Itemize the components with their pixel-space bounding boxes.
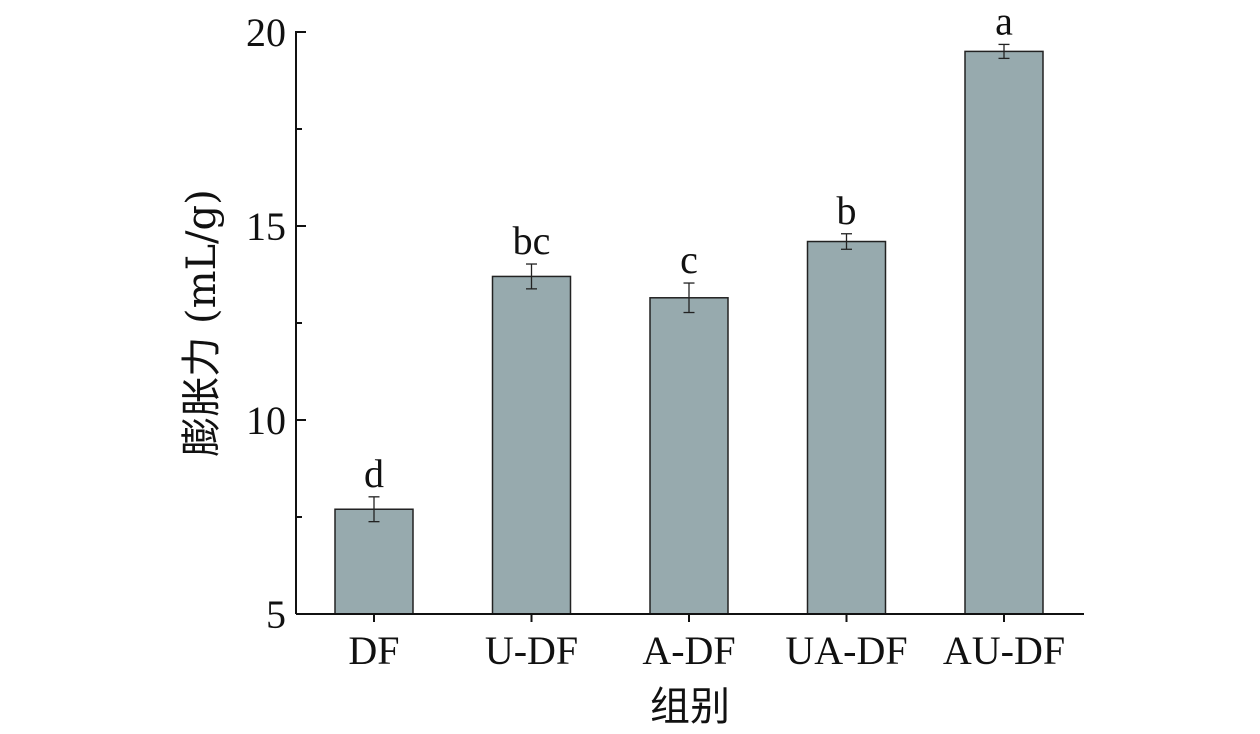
x-tick-label-a-df: A-DF	[642, 628, 735, 673]
error-bar-a-df	[683, 282, 695, 314]
error-bars-layer	[368, 43, 1010, 523]
y-axis-title: 膨胀力 (mL/g)	[179, 189, 225, 457]
bar-u-df	[491, 275, 572, 615]
significance-label-ua-df: b	[837, 188, 857, 233]
axes-layer	[295, 31, 1084, 622]
x-tick-label-df: DF	[348, 628, 399, 673]
error-bar-ua-df	[841, 233, 852, 250]
error-bar-au-df	[998, 43, 1010, 60]
significance-label-au-df: a	[995, 0, 1013, 43]
y-tick-label-10: 10	[246, 398, 286, 443]
error-bar-u-df	[526, 263, 537, 290]
bar-ua-df	[806, 240, 887, 615]
bar-au-df	[964, 50, 1044, 615]
x-tick-label-u-df: U-DF	[485, 628, 578, 673]
x-tick-label-ua-df: UA-DF	[785, 628, 907, 673]
bar-df	[334, 508, 414, 615]
error-bar-df	[368, 496, 380, 523]
bars-layer	[334, 50, 1044, 615]
y-tick-label-5: 5	[266, 592, 286, 637]
y-tick-label-15: 15	[246, 204, 286, 249]
bar-a-df	[649, 297, 729, 615]
significance-label-u-df: bc	[513, 218, 551, 263]
significance-label-a-df: c	[680, 237, 698, 282]
y-tick-label-20: 20	[246, 10, 286, 55]
x-axis-title: 组别	[650, 684, 730, 730]
x-tick-label-au-df: AU-DF	[943, 628, 1065, 673]
labels-layer: 5 10 15 20 DF U-DF A-DF UA-DF AU-DF d bc c b a	[246, 0, 1065, 673]
significance-label-df: d	[364, 451, 384, 496]
